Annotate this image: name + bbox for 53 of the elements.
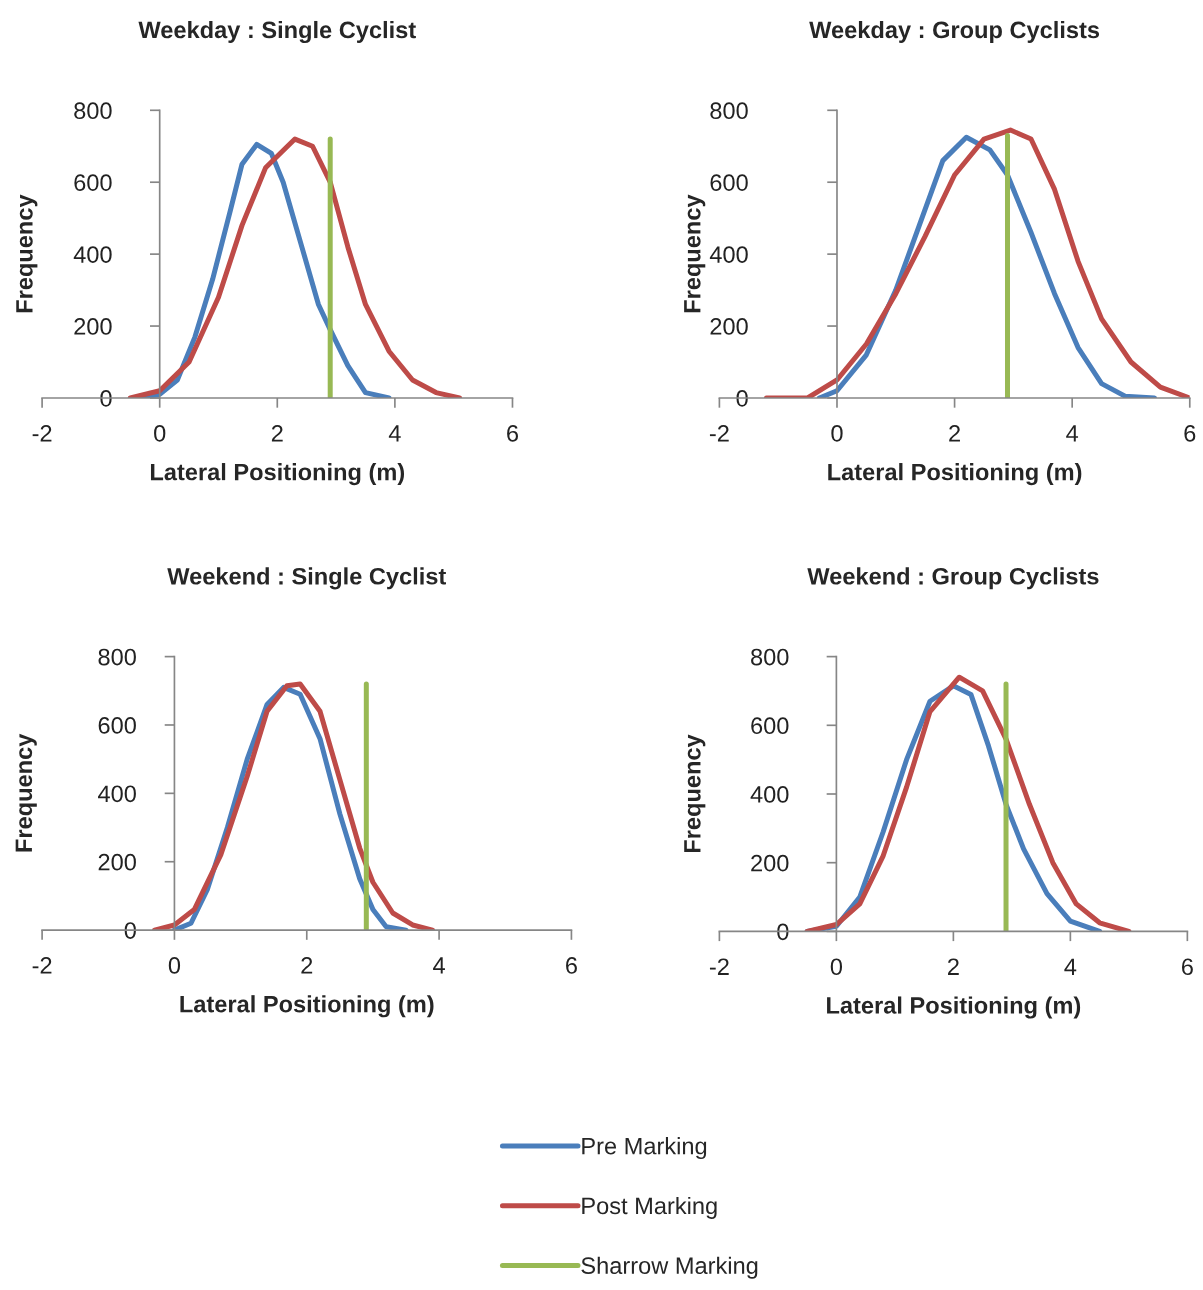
y-tick-label: 800: [74, 102, 112, 120]
x-axis-title: Lateral Positioning (m): [828, 463, 1082, 486]
legend-label: Pre Marking: [582, 1137, 707, 1160]
y-tick-label: 200: [710, 318, 748, 335]
y-tick-label: 800: [710, 102, 748, 120]
x-tick-label: -2: [709, 424, 729, 442]
x-tick-label: -2: [709, 958, 729, 975]
y-tick-label: 0: [736, 390, 748, 407]
x-tick-label: 2: [271, 424, 283, 442]
y-tick-label: 600: [74, 174, 112, 191]
y-tick-label: 400: [73, 246, 112, 263]
x-tick-label: 6: [566, 957, 577, 974]
x-tick-label: 0: [168, 957, 181, 974]
y-axis-title: Frequency: [684, 194, 706, 313]
y-tick-label: 400: [98, 785, 136, 803]
x-tick-label: 6: [1181, 958, 1193, 976]
x-tick-label: -2: [32, 424, 52, 442]
x-tick-label: 4: [433, 957, 445, 974]
y-tick-label: 800: [751, 648, 789, 666]
x-tick-label: 4: [388, 425, 401, 442]
y-axis-title: Frequency: [684, 734, 706, 853]
y-tick-label: 600: [751, 717, 789, 735]
chart-title: Weekday : Single Cyclist: [138, 20, 416, 44]
x-tick-label: 0: [831, 424, 843, 442]
x-axis-title: Lateral Positioning (m): [150, 463, 405, 486]
y-tick-label: 400: [709, 246, 748, 263]
x-axis-title: Lateral Positioning (m): [180, 995, 434, 1018]
x-tick-label: 0: [830, 958, 843, 976]
x-tick-label: 2: [301, 957, 313, 974]
y-tick-label: 600: [98, 717, 136, 734]
y-axis-title: Frequency: [16, 194, 38, 313]
y-tick-label: 0: [100, 390, 112, 407]
x-axis-title: Lateral Positioning (m): [827, 996, 1081, 1019]
x-tick-label: 4: [1064, 958, 1077, 975]
x-tick-label: 4: [1066, 425, 1079, 442]
x-tick-label: 6: [507, 424, 519, 442]
x-tick-label: 0: [154, 424, 166, 442]
y-tick-label: 400: [750, 786, 789, 803]
y-tick-label: 200: [74, 318, 112, 335]
chart-title: Weekend : Group Cyclists: [807, 567, 1099, 590]
x-tick-label: 2: [949, 424, 960, 442]
chart-title: Weekend : Single Cyclist: [167, 567, 447, 590]
y-axis-title: Frequency: [15, 733, 37, 852]
x-tick-label: -2: [32, 957, 52, 974]
y-tick-label: 200: [98, 853, 136, 871]
y-tick-label: 800: [98, 648, 136, 666]
legend-label: Sharrow Marking: [581, 1256, 758, 1279]
legend-label: Post Marking: [582, 1196, 717, 1219]
chart-title: Weekday : Group Cyclists: [809, 20, 1100, 43]
y-tick-label: 600: [710, 174, 748, 191]
x-tick-label: 6: [1184, 424, 1196, 442]
y-tick-label: 200: [751, 854, 789, 872]
x-tick-label: 2: [948, 958, 959, 975]
